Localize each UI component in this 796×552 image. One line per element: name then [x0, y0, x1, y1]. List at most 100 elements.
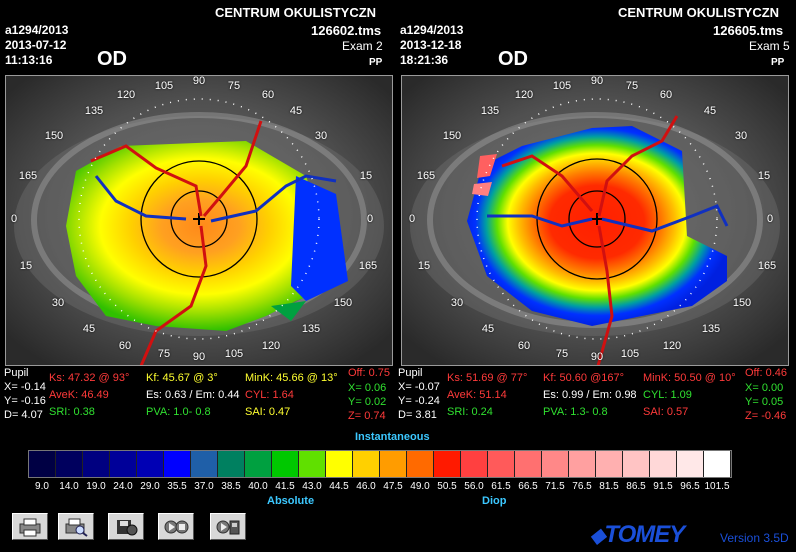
playback-button[interactable]	[158, 513, 194, 540]
scale-tick-label: 37.0	[194, 481, 214, 492]
pupil-d-left: D= 4.07	[4, 409, 43, 421]
dial-label: 60	[118, 340, 132, 352]
offset-z-right: Z= -0.46	[745, 410, 787, 422]
scale-tick-label: 41.5	[275, 481, 295, 492]
dial-label: 0	[366, 213, 374, 225]
dial-label: 135	[701, 323, 721, 335]
sai-left: SAI: 0.47	[245, 406, 291, 418]
diop-label: Diop	[482, 495, 507, 507]
scale-swatch	[515, 451, 542, 477]
printer-icon	[19, 518, 41, 536]
kf-right: Kf: 50.60 @167°	[543, 372, 625, 384]
print-button[interactable]	[12, 513, 48, 540]
scale-swatch	[488, 451, 515, 477]
pupil-d-right: D= 3.81	[398, 409, 437, 421]
scale-tick-label: 49.0	[410, 481, 430, 492]
eye-label-left: OD	[97, 48, 127, 70]
scale-swatch	[569, 451, 596, 477]
dial-label: 45	[703, 105, 717, 117]
dial-label: 45	[82, 323, 96, 335]
offset-z-left: Z= 0.74	[348, 410, 386, 422]
dial-label: 105	[154, 80, 174, 92]
exam-date-right: 2013-12-18	[400, 38, 462, 52]
dial-label: 150	[732, 297, 752, 309]
scale-tick-label: 19.0	[86, 481, 106, 492]
pp-label-left: PP	[369, 57, 383, 68]
scale-tick-label: 46.0	[356, 481, 376, 492]
scale-swatch	[29, 451, 56, 477]
dial-label: 15	[757, 170, 771, 182]
pupil-y-left: Y= -0.16	[4, 395, 46, 407]
dial-label: 165	[358, 260, 378, 272]
scale-swatch	[596, 451, 623, 477]
scale-swatch	[326, 451, 353, 477]
topography-map-left[interactable]: 90 75 105 60 120 45 135 30 150 15 165 0 …	[5, 75, 393, 366]
pupil-label-right: Pupil	[398, 367, 423, 379]
clinic-name-right: CENTRUM OKULISTYCZN	[618, 5, 780, 20]
dial-label: 30	[314, 130, 328, 142]
scale-tick-label: 35.5	[167, 481, 187, 492]
tomey-logo-mark-icon: ◆	[590, 525, 605, 547]
pp-label-right: PP	[771, 57, 785, 68]
scale-swatch	[650, 451, 677, 477]
es-em-right: Es: 0.99 / Em: 0.98	[543, 389, 637, 401]
dial-label: 30	[734, 130, 748, 142]
avek-left: AveK: 46.49	[49, 389, 109, 401]
dial-label: 30	[51, 297, 65, 309]
dial-label: 75	[157, 348, 171, 360]
exam-date-left: 2013-07-12	[5, 38, 67, 52]
tomey-logo-text: TOMEY	[604, 521, 685, 548]
dial-label: 15	[19, 260, 33, 272]
save-button[interactable]	[108, 513, 144, 540]
dial-label: 30	[450, 297, 464, 309]
patient-id-left: a1294/2013	[5, 23, 69, 37]
topography-map-right[interactable]: 90 75 105 60 120 45 135 30 150 15 165 0 …	[401, 75, 789, 366]
version-label: Version 3.5D	[720, 531, 789, 545]
offset-x-right: X= 0.00	[745, 382, 784, 394]
es-em-left: Es: 0.63 / Em: 0.44	[146, 389, 240, 401]
dial-label: 150	[333, 297, 353, 309]
avek-right: AveK: 51.14	[447, 389, 507, 401]
scale-tick-label: 47.5	[383, 481, 403, 492]
color-scale-bar[interactable]	[28, 450, 732, 478]
dial-label: 120	[662, 340, 682, 352]
corneal-map-left	[6, 76, 392, 365]
scale-swatch	[56, 451, 83, 477]
scale-tick-label: 43.0	[302, 481, 322, 492]
scale-swatch	[83, 451, 110, 477]
scale-swatch	[461, 451, 488, 477]
pva-left: PVA: 1.0- 0.8	[146, 406, 211, 418]
export-button[interactable]	[210, 513, 246, 540]
dial-label: 165	[416, 170, 436, 182]
scale-tick-label: 44.5	[329, 481, 349, 492]
scale-tick-label: 86.5	[626, 481, 646, 492]
scale-swatch	[704, 451, 731, 477]
scale-swatch	[434, 451, 461, 477]
dial-label: 120	[116, 89, 136, 101]
dial-label: 45	[481, 323, 495, 335]
scale-swatch	[191, 451, 218, 477]
sai-right: SAI: 0.57	[643, 406, 689, 418]
offset-y-right: Y= 0.05	[745, 396, 784, 408]
scale-tick-label: 9.0	[35, 481, 49, 492]
dial-label: 120	[514, 89, 534, 101]
exam-number-left: Exam 2	[342, 39, 383, 53]
pupil-x-left: X= -0.14	[4, 381, 46, 393]
dial-label: 105	[224, 348, 244, 360]
scale-tick-label: 71.5	[545, 481, 565, 492]
file-name-right: 126605.tms	[713, 23, 784, 38]
dial-label: 75	[555, 348, 569, 360]
pupil-y-right: Y= -0.24	[398, 395, 440, 407]
pupil-label-left: Pupil	[4, 367, 29, 379]
print-preview-button[interactable]	[58, 513, 94, 540]
patient-id-right: a1294/2013	[400, 23, 464, 37]
dial-label: 120	[261, 340, 281, 352]
scale-swatch	[110, 451, 137, 477]
sri-left: SRI: 0.38	[49, 406, 95, 418]
scale-tick-label: 40.0	[248, 481, 268, 492]
sri-right: SRI: 0.24	[447, 406, 493, 418]
dial-label: 90	[192, 75, 206, 87]
dial-label: 165	[757, 260, 777, 272]
dial-label: 135	[301, 323, 321, 335]
dial-label: 105	[620, 348, 640, 360]
